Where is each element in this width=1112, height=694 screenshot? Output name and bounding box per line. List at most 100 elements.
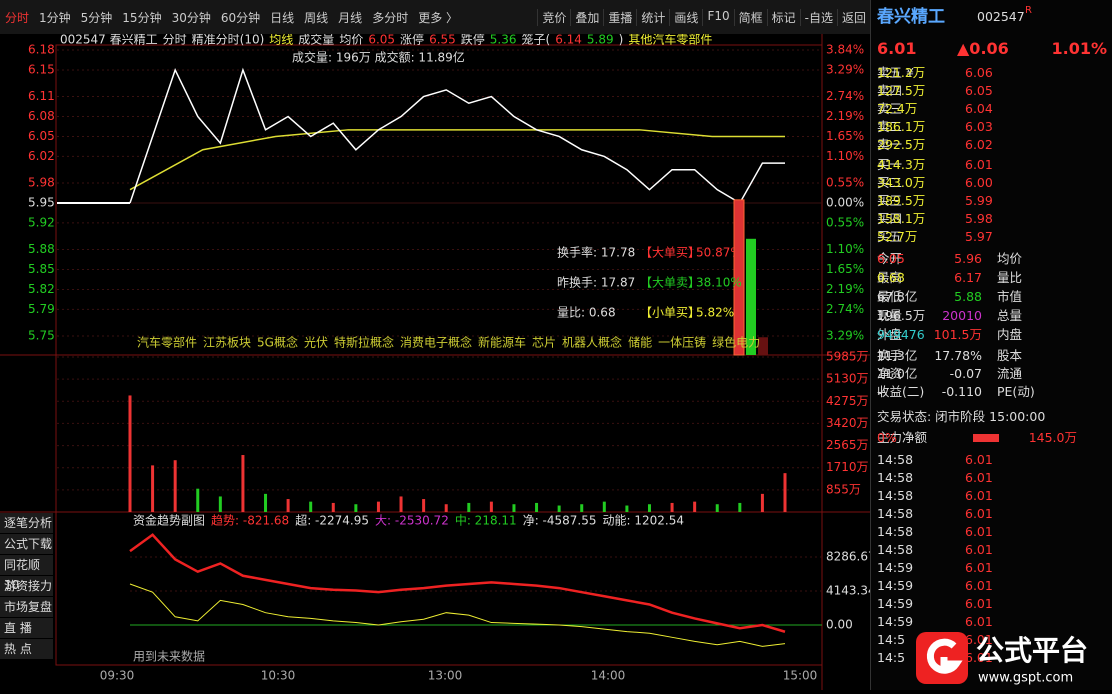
- cell: -0.110: [941, 384, 982, 399]
- tick-row: 14:59 6.01: [877, 595, 1107, 613]
- price-line: [129, 67, 785, 205]
- logo: 公式平台 www.gspt.com: [912, 628, 1112, 690]
- volume-bar: [196, 488, 200, 512]
- cell: 14:58: [877, 506, 914, 521]
- cell: 14:59: [877, 596, 914, 611]
- header-item: 精准分时(10): [192, 34, 265, 47]
- concept: 绿色电力: [712, 335, 760, 350]
- cell: 6.05: [965, 83, 993, 98]
- cell: -0.07: [949, 366, 982, 381]
- sub-header-item: 净: -4587.55: [523, 514, 597, 528]
- tick-row: 14:58 6.01: [877, 469, 1107, 487]
- cell: 现量: [877, 308, 903, 323]
- volume-bar: [376, 501, 380, 512]
- cell: 101.5万: [933, 327, 982, 342]
- volume-tick-label: 855万: [826, 482, 861, 496]
- sub-header-item: 趋势: -821.68: [211, 514, 289, 528]
- toolbar-button: 画线: [669, 8, 702, 26]
- volume-bar: [151, 465, 155, 512]
- cell: 买一: [877, 157, 903, 172]
- volume-bar: [715, 504, 719, 512]
- pct-tick-label: 2.74%: [826, 302, 864, 316]
- future-note: 用到未来数据: [133, 649, 205, 664]
- concept: 江苏板块: [203, 336, 251, 350]
- toolbar-button: 统计: [636, 8, 669, 26]
- cell: 67.8亿: [877, 289, 918, 304]
- price-tick-label: 5.75: [28, 329, 55, 343]
- toolbar-button: 简框: [733, 8, 767, 26]
- volume-bar: [670, 502, 674, 512]
- menu-item: 直 播: [0, 618, 53, 639]
- toolbar-item: 15分钟: [122, 10, 162, 25]
- bids: 买四 5.98 158.1万: [877, 210, 1107, 228]
- cell: 14:58: [877, 470, 914, 485]
- volume-tick-label: 5985万: [826, 350, 869, 364]
- volume-bar: [602, 501, 606, 512]
- toolbar-button: 竞价: [537, 8, 570, 26]
- pct-tick-label: 0.00%: [826, 195, 864, 209]
- cell: 14:59: [877, 614, 914, 629]
- pct-tick-label: 1.10%: [826, 242, 864, 256]
- tick-row: 14:59 6.01: [877, 613, 1107, 631]
- volume-bar: [128, 395, 132, 512]
- price-tick-label: 5.98: [28, 176, 55, 190]
- volume-bar: [331, 502, 335, 512]
- cell: 交易状态: 闭市阶段 15:00:00: [877, 409, 1046, 424]
- tick-row: 14:58 6.01: [877, 541, 1107, 559]
- volume-summary: 成交量: 196万 成交额: 11.89亿: [292, 50, 465, 65]
- cell: 196.5万: [877, 308, 926, 323]
- cell: 6.01: [965, 157, 993, 172]
- cell: 52.7万: [877, 229, 918, 244]
- pct-tick-label: 0.55%: [826, 176, 864, 190]
- toolbar-item: 1分钟: [39, 10, 71, 25]
- cell: 最高: [877, 270, 903, 285]
- concept: 一体压铸: [658, 335, 706, 350]
- cell: 最低: [877, 289, 903, 304]
- order-bar: [733, 199, 745, 356]
- cell: 949476: [877, 327, 925, 342]
- cell: 14:5: [877, 650, 906, 665]
- volume-bar: [535, 502, 539, 512]
- header-item: 跌停: [461, 34, 485, 47]
- header-item: ): [619, 34, 624, 47]
- order-pct: 38.10%: [696, 276, 742, 290]
- cell: 14:58: [877, 542, 914, 557]
- toolbar-item: 周线: [304, 10, 329, 25]
- pct-tick-label: 3.29%: [826, 62, 864, 76]
- header-item: 均价: [339, 34, 363, 47]
- cell: --: [877, 384, 887, 399]
- quote-panel: 春兴精工 002547 R 6.01 ▲0.06 1.01% 卖五 ¥ 6.06 121.2万卖…: [870, 0, 1112, 690]
- flow-row: 主力净额 145.0万 0%: [877, 429, 1107, 447]
- cell: 总量: [997, 308, 1023, 323]
- toolbar-item: 日线: [270, 10, 295, 25]
- order-pct: 5.82%: [696, 306, 734, 320]
- price-tick-label: 5.95: [28, 195, 55, 209]
- stat-row: 最高 6.17 量比 0.68: [877, 269, 1107, 287]
- header-item: 5.36: [490, 34, 517, 47]
- cell: 6.05: [877, 251, 905, 266]
- stat-row: 净资 -0.07 流通 11.0亿: [877, 365, 1107, 383]
- toolbar-item: 60分钟: [220, 10, 261, 25]
- cell: 6.03: [965, 119, 993, 134]
- cell: 换手: [877, 348, 903, 363]
- toolbar-button: -自选: [799, 8, 837, 26]
- volume-bar: [264, 493, 268, 512]
- cell: 市值: [997, 289, 1023, 304]
- time-label: 14:00: [591, 669, 626, 683]
- logo-title: 公式平台: [976, 634, 1088, 667]
- logo-url: www.gspt.com: [978, 671, 1073, 686]
- cell: 净资: [877, 366, 903, 381]
- cell: 6.04: [965, 101, 993, 116]
- tick-row: 14:58 6.01: [877, 523, 1107, 541]
- price-tick-label: 6.18: [28, 43, 55, 57]
- sub-header-item: 超: -2274.95: [295, 513, 369, 528]
- time-label: 15:00: [783, 669, 818, 683]
- concept: 5G概念: [257, 335, 298, 350]
- header-item: 002547 春兴精工: [60, 34, 158, 47]
- toolbar-item: 月线: [338, 10, 363, 25]
- concept: 汽车零部件: [137, 335, 197, 350]
- cell: 6.01: [965, 650, 993, 665]
- tick-row: 14:59 6.01: [877, 577, 1107, 595]
- cell: 均价: [997, 251, 1023, 266]
- price-tick-label: 5.92: [28, 215, 55, 229]
